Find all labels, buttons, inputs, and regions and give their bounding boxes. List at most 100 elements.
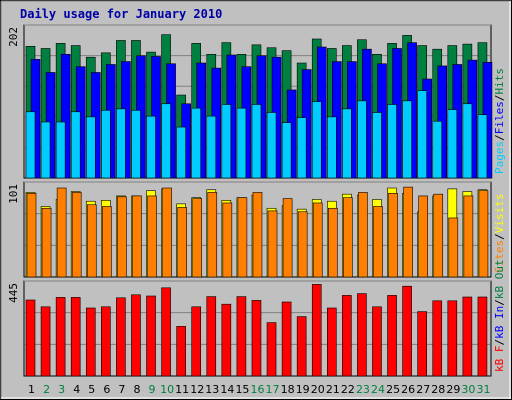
bar-pages-day-2 bbox=[40, 121, 51, 179]
legend-separator: / bbox=[493, 95, 506, 102]
legend-separator: / bbox=[493, 299, 506, 306]
x-tick-label-day-26: 26 bbox=[401, 383, 415, 396]
bar-sites-day-12 bbox=[192, 198, 203, 278]
bar-sites-day-3 bbox=[56, 187, 67, 278]
bar-sites-day-1 bbox=[26, 192, 37, 278]
bar-pages-day-12 bbox=[191, 107, 202, 179]
bar-sites-day-15 bbox=[237, 197, 248, 278]
bar-pages-day-14 bbox=[221, 104, 232, 179]
bar-pages-day-23 bbox=[357, 100, 367, 179]
bar-sites-day-19 bbox=[297, 211, 308, 278]
bar-sites-day-6 bbox=[102, 206, 112, 278]
x-tick-label-day-18: 18 bbox=[281, 383, 295, 396]
bar-pages-day-18 bbox=[281, 122, 292, 179]
bar-kb-f-day-30 bbox=[462, 296, 473, 377]
legend-item-kb-in: kB In bbox=[493, 306, 506, 339]
bar-sites-day-28 bbox=[433, 193, 444, 278]
panel-visits-sites: 101 Sites/Visits bbox=[7, 181, 506, 278]
bar-sites-day-10 bbox=[162, 187, 172, 278]
x-tick-label-day-22: 22 bbox=[341, 383, 355, 396]
legend-separator: / bbox=[493, 339, 506, 346]
bar-kb-f-day-28 bbox=[432, 300, 443, 377]
bar-pages-day-8 bbox=[131, 110, 141, 179]
x-tick-label-day-20: 20 bbox=[311, 383, 325, 396]
x-tick-label-day-4: 4 bbox=[73, 383, 80, 396]
x-axis-tick-labels: 1 2 3 4 5 6 7 8 9 10 11 12 13 14 15 16 17 18 19 20 21 22 23 24 2… bbox=[28, 383, 490, 396]
legend-visits-sites: Sites/Visits bbox=[493, 194, 506, 274]
bar-sites-day-16 bbox=[252, 192, 263, 278]
bar-pages-day-7 bbox=[116, 108, 126, 179]
bar-sites-day-20 bbox=[312, 202, 323, 278]
x-tick-label-day-27: 27 bbox=[416, 383, 430, 396]
bar-sites-day-29 bbox=[448, 217, 459, 278]
bar-kb-f-day-17 bbox=[266, 322, 277, 377]
x-tick-label-day-30: 30 bbox=[461, 383, 475, 396]
x-tick-label-day-17: 17 bbox=[266, 383, 280, 396]
bar-pages-day-1 bbox=[25, 111, 36, 179]
bar-sites-day-8 bbox=[132, 195, 142, 278]
bar-kb-f-day-23 bbox=[357, 293, 367, 377]
bar-kb-f-day-5 bbox=[85, 307, 96, 377]
bar-sites-day-30 bbox=[463, 195, 474, 278]
bar-kb-f-day-31 bbox=[477, 296, 488, 377]
x-tick-label-day-3: 3 bbox=[58, 383, 65, 396]
bar-kb-f-day-19 bbox=[296, 316, 307, 377]
x-tick-label-day-9: 9 bbox=[149, 383, 156, 396]
bar-sites-day-26 bbox=[403, 186, 413, 278]
y-max-label-kbytes: 445 bbox=[7, 283, 20, 303]
bar-sites-day-11 bbox=[177, 207, 187, 278]
bar-sites-day-9 bbox=[147, 195, 157, 278]
bar-kb-f-day-11 bbox=[176, 326, 186, 377]
x-tick-label-day-12: 12 bbox=[190, 383, 204, 396]
x-tick-label-day-16: 16 bbox=[251, 383, 265, 396]
bar-sites-day-23 bbox=[358, 192, 368, 278]
bar-sites-day-24 bbox=[373, 206, 383, 278]
bar-pages-day-15 bbox=[236, 107, 247, 179]
legend-separator: / bbox=[493, 233, 506, 240]
chart-title: Daily usage for January 2010 bbox=[20, 7, 222, 21]
bar-kb-f-day-4 bbox=[70, 297, 81, 377]
x-tick-label-day-11: 11 bbox=[175, 383, 189, 396]
bar-kb-f-day-18 bbox=[281, 301, 292, 377]
x-tick-label-day-29: 29 bbox=[446, 383, 460, 396]
bar-kb-f-day-27 bbox=[417, 311, 427, 377]
bar-sites-day-18 bbox=[282, 198, 293, 278]
bar-sites-day-17 bbox=[267, 210, 278, 278]
bar-sites-day-31 bbox=[478, 190, 489, 278]
bar-kb-f-day-6 bbox=[101, 306, 111, 377]
x-tick-label-day-31: 31 bbox=[476, 383, 490, 396]
bar-pages-day-29 bbox=[447, 109, 458, 179]
x-tick-label-day-2: 2 bbox=[43, 383, 50, 396]
bar-pages-day-21 bbox=[326, 116, 337, 179]
bar-sites-day-25 bbox=[388, 192, 398, 278]
bar-kb-f-day-22 bbox=[342, 295, 352, 377]
bar-pages-day-11 bbox=[176, 126, 186, 179]
bar-kb-f-day-7 bbox=[116, 297, 126, 377]
x-tick-label-day-25: 25 bbox=[386, 383, 400, 396]
bar-pages-day-4 bbox=[70, 111, 81, 179]
bar-pages-day-6 bbox=[101, 110, 111, 179]
bar-kb-f-day-2 bbox=[40, 306, 51, 377]
x-tick-label-day-15: 15 bbox=[235, 383, 249, 396]
legend-hits-files-pages: Pages/Files/Hits bbox=[493, 68, 506, 174]
bar-pages-day-17 bbox=[266, 112, 277, 179]
bar-pages-day-10 bbox=[161, 103, 171, 179]
legend-item-visits: Visits bbox=[493, 194, 506, 234]
bar-pages-day-5 bbox=[85, 116, 96, 179]
bar-kb-f-day-25 bbox=[387, 295, 397, 377]
x-tick-label-day-24: 24 bbox=[371, 383, 385, 396]
bar-kb-f-day-13 bbox=[206, 296, 217, 377]
legend-item-sites: Sites bbox=[493, 240, 506, 273]
x-tick-label-day-23: 23 bbox=[356, 383, 370, 396]
bar-pages-day-16 bbox=[251, 104, 262, 179]
bar-kb-f-day-24 bbox=[372, 306, 382, 377]
bar-sites-day-2 bbox=[41, 207, 52, 278]
x-tick-label-day-28: 28 bbox=[431, 383, 445, 396]
bar-sites-day-13 bbox=[207, 192, 218, 278]
x-tick-label-day-13: 13 bbox=[205, 383, 219, 396]
bar-pages-day-30 bbox=[462, 103, 473, 179]
x-tick-label-day-7: 7 bbox=[118, 383, 125, 396]
x-tick-label-day-5: 5 bbox=[88, 383, 95, 396]
x-tick-label-day-6: 6 bbox=[103, 383, 110, 396]
